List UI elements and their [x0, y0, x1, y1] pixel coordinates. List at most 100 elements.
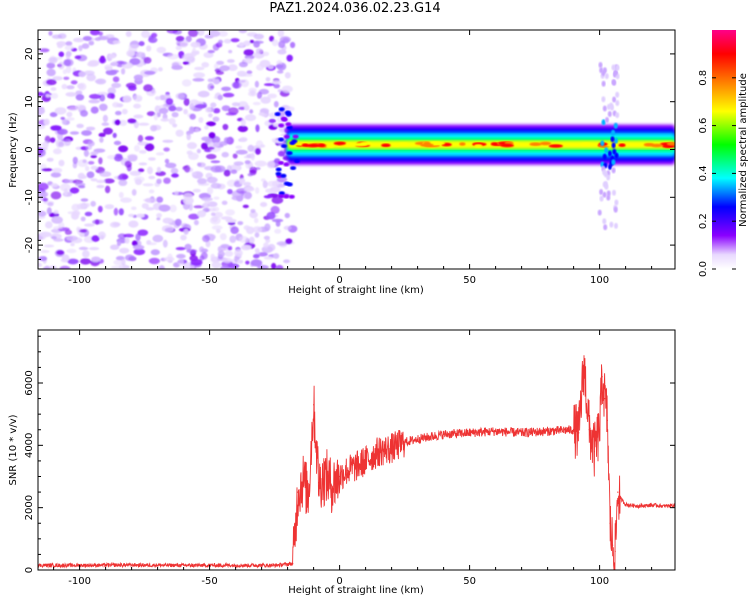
spectrogram-y-ticks: -20 -10 0 10 20	[24, 29, 675, 270]
spectrogram-noise-blob	[174, 190, 179, 196]
spike-blob	[602, 105, 607, 112]
band-edge-blob	[275, 171, 282, 176]
spectrogram-noise-blob	[45, 94, 51, 98]
band-edge-blob	[275, 167, 282, 172]
spectrogram-noise-blob	[271, 196, 284, 204]
spectrogram-noise-blob	[170, 167, 179, 174]
snr-data-point	[604, 398, 606, 400]
spectrogram-noise-blob	[52, 167, 63, 173]
spectrogram-noise-blob	[221, 86, 232, 92]
spectrogram-noise-blob	[50, 191, 62, 200]
spectrogram-noise-blob	[56, 41, 67, 47]
spike-blob	[615, 100, 620, 106]
spectrogram-noise-blob	[66, 235, 78, 241]
spectrogram-noise-blob	[271, 80, 282, 85]
spectrogram-noise-blob	[205, 106, 212, 113]
snr-data-point	[614, 550, 616, 552]
spectrogram-noise-blob	[145, 197, 157, 204]
snr-data-point	[378, 451, 380, 453]
spectrogram-noise-blob	[144, 70, 156, 75]
spectrogram-noise-blob	[219, 65, 230, 72]
snr-data-point	[593, 451, 596, 453]
spectrogram-noise-blob	[263, 242, 269, 249]
spectrogram-noise-blob	[84, 223, 95, 227]
spectrogram-noise-blob	[79, 232, 85, 237]
spectrogram-noise-blob	[76, 123, 84, 129]
band-edge-blob	[288, 194, 295, 199]
spectrogram-noise-blob	[83, 149, 89, 157]
snr-y-ticks: 0 2000 4000 6000	[24, 335, 675, 573]
spectrogram-noise-blob	[244, 114, 257, 122]
spectrogram-noise-blob	[188, 213, 200, 220]
spectrogram-noise-blob	[42, 197, 49, 202]
spectrogram-noise-blob	[110, 62, 118, 67]
spectrogram-noise-blob	[227, 189, 233, 195]
x-tick-label: 0	[336, 576, 342, 587]
spectrogram-noise-blob	[135, 51, 145, 58]
spectrogram-noise-blob	[88, 140, 95, 147]
spectrogram-noise-blob	[217, 250, 225, 258]
x-tick-label: 0	[336, 275, 342, 286]
spectrogram-noise-blob	[58, 51, 65, 58]
spectrogram-noise-blob	[38, 107, 45, 115]
spectrogram-noise-blob	[99, 103, 108, 112]
spectrogram-noise-blob	[45, 221, 53, 229]
snr-data-point	[609, 522, 611, 524]
spectrogram-noise-blob	[244, 160, 251, 165]
spectrogram-noise-blob	[269, 35, 275, 42]
spectrogram-noise-blob	[258, 112, 265, 116]
spectrogram-noise-blob	[116, 241, 122, 247]
spectrogram-noise-blob	[147, 242, 157, 246]
spectrogram-noise-blob	[238, 30, 247, 34]
spectrogram-noise-blob	[98, 132, 106, 138]
band-edge-blob	[278, 194, 285, 199]
spectrogram-noise-blob	[136, 213, 145, 218]
spectrogram-noise-blob	[66, 85, 75, 90]
spike-blob	[601, 96, 606, 103]
spectrogram-noise-blob	[98, 57, 107, 64]
spectrogram-noise-blob	[80, 258, 91, 265]
spectrogram-noise-blob	[80, 216, 86, 222]
spectrogram-noise-blob	[83, 70, 95, 76]
spectrogram-noise-blob	[61, 83, 68, 90]
spectrogram-noise-blob	[78, 71, 86, 78]
spectrogram-noise-blob	[75, 182, 86, 187]
spectrogram-noise-blob	[119, 247, 130, 254]
spectrogram-noise-blob	[118, 191, 124, 199]
spike-blob	[606, 103, 611, 110]
spectrogram-noise-blob	[221, 105, 231, 112]
spectrogram-noise-blob	[238, 61, 248, 68]
snr-panel: -100 -50 0 50 100 0 2000 4000 6000 Height of st…	[8, 329, 676, 596]
spectrogram-noise-blob	[281, 85, 293, 93]
spectrogram-noise-blob	[213, 196, 220, 200]
spectrogram-noise-blob	[143, 84, 154, 92]
signal-hotspot	[490, 142, 498, 146]
spectrogram-x-axis-label: Height of straight line (km)	[288, 285, 424, 296]
spectrogram-noise-blob	[230, 226, 239, 234]
spectrogram-noise-blob	[148, 157, 156, 161]
spectrogram-noise-blob	[213, 63, 219, 70]
spectrogram-noise-blob	[65, 92, 77, 97]
spectrogram-noise-blob	[242, 204, 249, 209]
snr-data-point	[651, 504, 653, 506]
spectrogram-noise-blob	[197, 90, 210, 98]
spectrogram-noise-blob	[142, 183, 154, 187]
spectrogram-noise-blob	[229, 235, 237, 243]
spectrogram-noise-blob	[53, 238, 64, 242]
spectrogram-noise-blob	[231, 102, 240, 107]
spectrogram-noise-blob	[249, 166, 258, 174]
spectrogram-noise-blob	[211, 225, 223, 230]
spectrogram-noise-blob	[96, 184, 105, 189]
spectrogram-noise-blob	[128, 44, 140, 49]
spectrogram-noise-blob	[163, 177, 171, 184]
spectrogram-noise-blob	[78, 229, 88, 233]
spectrogram-noise-blob	[177, 258, 184, 266]
spectrogram-noise-blob	[148, 189, 155, 194]
spectrogram-noise-blob	[171, 173, 179, 178]
spectrogram-noise-blob	[90, 178, 98, 182]
spectrogram-noise-blob	[197, 178, 207, 185]
spectrogram-noise-blob	[273, 253, 280, 259]
spectrogram-noise-blob	[137, 141, 149, 146]
spectrogram-noise-blob	[38, 182, 49, 191]
spectrogram-noise-blob	[65, 41, 73, 46]
